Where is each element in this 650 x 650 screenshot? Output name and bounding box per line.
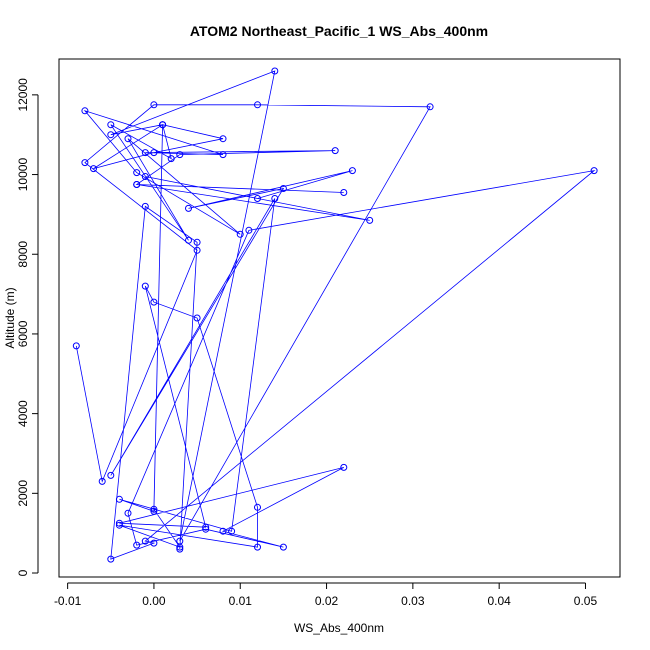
plot-frame: [58, 58, 621, 578]
data-point: [107, 121, 115, 129]
data-point: [254, 101, 261, 109]
data-point: [366, 216, 374, 224]
data-point: [141, 282, 149, 290]
data-point: [193, 238, 201, 246]
x-tick-label: 0.05: [574, 594, 598, 608]
data-point: [348, 167, 356, 175]
data-point: [72, 342, 80, 350]
y-tick-label: 12000: [16, 78, 30, 112]
data-point: [219, 527, 227, 535]
y-tick-label: 6000: [16, 320, 30, 347]
data-point: [340, 189, 348, 196]
data-point: [271, 67, 279, 75]
data-point: [279, 543, 287, 551]
data-point: [185, 204, 192, 212]
data-point: [107, 131, 115, 139]
data-point: [107, 471, 115, 479]
data-point: [176, 151, 184, 159]
data-point: [202, 523, 210, 531]
data-point: [150, 539, 158, 547]
data-point: [150, 507, 158, 515]
data-point: [219, 151, 227, 159]
data-point: [81, 107, 89, 115]
data-point: [236, 230, 244, 238]
data-point: [115, 521, 123, 529]
x-tick-label: 0.01: [229, 594, 253, 608]
data-point: [150, 298, 158, 306]
data-point: [176, 543, 184, 551]
data-point: [254, 195, 261, 202]
data-point: [141, 149, 149, 157]
x-tick-label: 0.03: [401, 594, 425, 608]
data-point: [81, 159, 89, 167]
series-line: [75, 70, 596, 560]
y-tick-label: 10000: [16, 158, 30, 192]
data-point: [245, 226, 253, 234]
data-point: [219, 135, 227, 143]
data-point: [167, 155, 175, 163]
y-tick-label: 8000: [16, 241, 30, 268]
data-point: [115, 495, 123, 503]
x-tick-label: 0.04: [487, 594, 511, 608]
data-point: [202, 525, 210, 533]
y-tick-label: 2000: [16, 480, 30, 507]
series-layer: [72, 67, 598, 563]
data-point: [176, 545, 184, 553]
data-point: [133, 169, 141, 177]
chart-title: ATOM2 Northeast_Pacific_1 WS_Abs_400nm: [190, 23, 488, 39]
data-point: [98, 477, 106, 485]
data-point: [107, 555, 115, 563]
y-axis: 0 2000 4000 6000 8000 10000 12000: [16, 78, 39, 576]
data-point: [340, 463, 348, 471]
data-point: [271, 195, 279, 202]
data-point: [254, 543, 261, 551]
data-point: [124, 135, 132, 143]
x-tick-label: 0.02: [315, 594, 339, 608]
data-point: [150, 505, 158, 513]
data-point: [150, 101, 158, 109]
y-tick-label: 4000: [16, 400, 30, 427]
y-tick-label: 0: [16, 569, 30, 576]
data-point: [150, 149, 158, 157]
data-point: [115, 519, 123, 527]
data-point: [279, 185, 287, 192]
data-point: [193, 246, 201, 254]
data-point: [185, 236, 192, 244]
data-point: [254, 503, 261, 511]
data-point: [133, 541, 141, 549]
data-point: [90, 165, 97, 173]
data-point: [159, 121, 167, 129]
y-axis-label: Altitude (m): [3, 287, 17, 348]
data-point: [331, 147, 339, 155]
x-axis-label: WS_Abs_400nm: [294, 621, 384, 635]
x-tick-label: 0.00: [142, 594, 166, 608]
x-axis: -0.01 0.00 0.01 0.02 0.03 0.04 0.05: [54, 582, 598, 608]
x-tick-label: -0.01: [54, 594, 82, 608]
data-point: [141, 173, 149, 180]
data-point: [141, 202, 149, 210]
data-point: [133, 181, 141, 188]
data-point: [228, 527, 236, 535]
data-point: [426, 103, 434, 111]
data-point: [124, 509, 132, 517]
data-point: [141, 537, 149, 545]
data-point: [590, 167, 598, 175]
data-point: [193, 314, 201, 322]
